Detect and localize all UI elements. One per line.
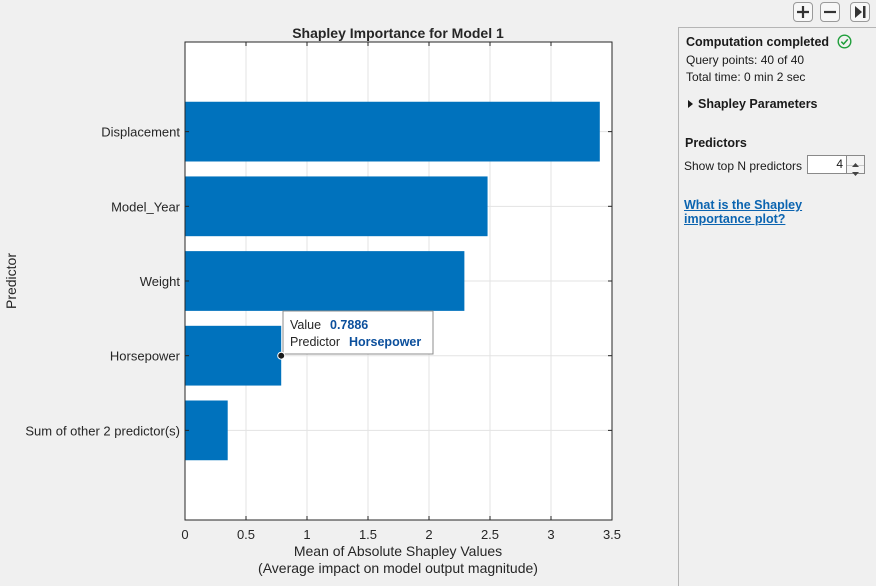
y-tick-label: Weight xyxy=(140,274,181,289)
bars xyxy=(185,101,600,461)
y-tick-label: Sum of other 2 predictor(s) xyxy=(25,423,180,438)
shapley-parameters-label: Shapley Parameters xyxy=(698,97,818,111)
spinner-up-button[interactable] xyxy=(847,156,864,167)
predictors-heading: Predictors xyxy=(685,136,747,150)
collapse-panel-icon xyxy=(855,6,866,18)
total-time-text: Total time: 0 min 2 sec xyxy=(686,70,806,84)
shapley-chart[interactable]: 0 0.5 1 1.5 2 2.5 3 3.5 Displacement Model_Year We… xyxy=(0,0,676,585)
data-tip[interactable]: Value 0.7886 Predictor Horsepower xyxy=(277,310,434,360)
top-n-input[interactable]: 4 xyxy=(807,155,847,174)
bar[interactable] xyxy=(185,176,488,237)
data-tip-box xyxy=(282,310,434,355)
plus-icon xyxy=(797,6,809,18)
x-axis-label: Mean of Absolute Shapley Values xyxy=(294,543,502,559)
data-tip-predictor: Horsepower xyxy=(349,335,421,349)
spinner-down-button[interactable] xyxy=(847,165,864,176)
zoom-out-button[interactable] xyxy=(820,2,840,22)
triangle-up-icon xyxy=(852,163,859,167)
y-tick-label: Horsepower xyxy=(110,349,181,364)
data-tip-predictor-label: Predictor xyxy=(290,335,340,349)
zoom-in-button[interactable] xyxy=(793,2,813,22)
query-points-text: Query points: 40 of 40 xyxy=(686,53,805,67)
x-tick-label: 2.5 xyxy=(481,527,499,542)
x-tick-label: 0.5 xyxy=(237,527,255,542)
shapley-parameters-toggle[interactable]: Shapley Parameters xyxy=(688,97,818,111)
x-tick-label: 0 xyxy=(181,527,188,542)
check-circle-icon xyxy=(837,34,852,49)
x-axis-sublabel: (Average impact on model output magnitud… xyxy=(258,560,538,576)
status-row: Computation completed xyxy=(686,34,852,49)
triangle-down-icon xyxy=(852,172,859,176)
x-tick-label: 3.5 xyxy=(603,527,621,542)
top-n-label: Show top N predictors xyxy=(684,159,803,173)
y-tick-label: Model_Year xyxy=(111,199,181,214)
caret-right-icon xyxy=(688,99,693,108)
bar[interactable] xyxy=(185,325,282,386)
chart-title: Shapley Importance for Model 1 xyxy=(292,25,504,41)
data-tip-value-label: Value xyxy=(290,318,321,332)
minus-icon xyxy=(824,10,836,14)
status-title: Computation completed xyxy=(686,35,830,49)
x-tick-label: 3 xyxy=(547,527,554,542)
help-link[interactable]: What is the Shapley importance plot? xyxy=(684,198,803,226)
x-tick-label: 2 xyxy=(425,527,432,542)
x-tick-label: 1 xyxy=(303,527,310,542)
right-panel: Computation completed Query points: 40 o… xyxy=(678,27,876,586)
bar[interactable] xyxy=(185,251,465,311)
bar[interactable] xyxy=(185,400,228,461)
collapse-panel-button[interactable] xyxy=(850,2,870,22)
bar[interactable] xyxy=(185,101,600,162)
data-tip-value: 0.7886 xyxy=(330,318,368,332)
x-tick-label: 1.5 xyxy=(359,527,377,542)
top-n-spinner xyxy=(847,155,865,176)
ticks: 0 0.5 1 1.5 2 2.5 3 3.5 Displacement Model_Year We… xyxy=(25,42,621,542)
y-tick-label: Displacement xyxy=(101,125,180,140)
data-tip-marker[interactable] xyxy=(277,351,286,360)
y-axis-label: Predictor xyxy=(3,253,19,309)
